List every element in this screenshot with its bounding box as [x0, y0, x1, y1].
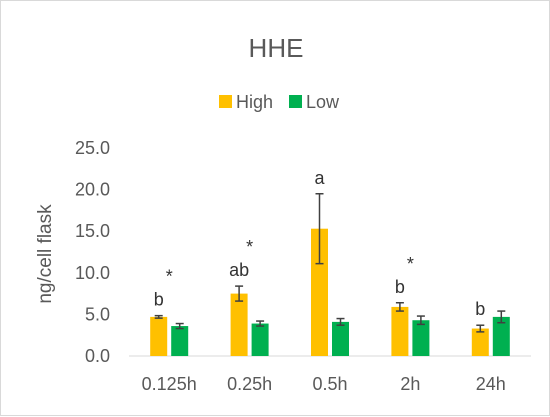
- bar-low-0.125h: [171, 326, 189, 356]
- y-tick-label: 20.0: [75, 180, 110, 200]
- legend-label-high: High: [236, 92, 273, 112]
- significance-letter: a: [314, 168, 325, 188]
- bar-high-0.5h: [311, 228, 328, 356]
- bar-low-24h: [492, 316, 510, 356]
- legend: High Low: [219, 92, 340, 112]
- y-tick-label: 15.0: [75, 221, 110, 241]
- bar-high-0.125h: [150, 316, 168, 356]
- y-tick-label: 10.0: [75, 263, 110, 283]
- y-tick-label: 5.0: [85, 304, 110, 324]
- significance-star: *: [166, 267, 173, 287]
- bar-high-24h: [471, 328, 489, 356]
- x-axis: 0.125h 0.25h 0.5h 2h 24h: [142, 374, 506, 394]
- bar-low-2h: [412, 320, 430, 356]
- x-tick-label: 24h: [476, 374, 506, 394]
- significance-letter: b: [475, 299, 485, 319]
- x-tick-label: 0.5h: [312, 374, 347, 394]
- significance-star: *: [407, 254, 414, 274]
- significance-letter: b: [154, 290, 164, 310]
- bar-low-0.5h: [332, 321, 349, 356]
- significance-letter: b: [395, 277, 405, 297]
- y-tick-label: 25.0: [75, 138, 110, 158]
- annotations: b* ab*ab*b: [154, 168, 486, 319]
- y-axis: 0.0 5.0 10.0 15.0 20.0 25.0: [75, 138, 110, 366]
- significance-letter: ab: [229, 260, 249, 280]
- bar-high-2h: [391, 306, 409, 356]
- x-tick-label: 0.125h: [142, 374, 197, 394]
- y-tick-label: 0.0: [85, 346, 110, 366]
- x-tick-label: 0.25h: [227, 374, 272, 394]
- chart-title: HHE: [249, 33, 304, 63]
- bar-high-0.25h: [230, 293, 248, 356]
- y-axis-label: ng/cell flask: [35, 204, 56, 304]
- legend-swatch-high: [219, 95, 232, 108]
- legend-swatch-low: [289, 95, 302, 108]
- bar-low-0.25h: [251, 323, 269, 356]
- legend-label-low: Low: [306, 92, 340, 112]
- bars: [150, 193, 510, 356]
- significance-star: *: [246, 237, 253, 257]
- x-tick-label: 2h: [400, 374, 420, 394]
